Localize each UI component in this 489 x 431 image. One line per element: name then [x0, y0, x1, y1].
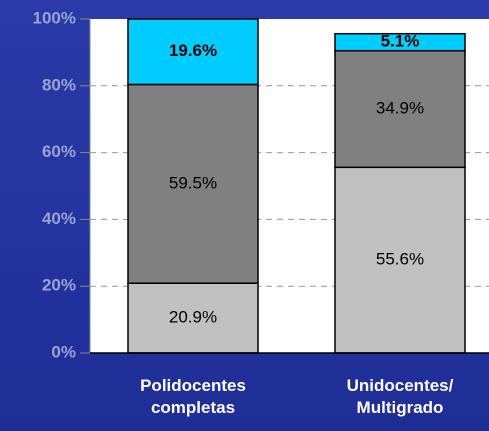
data-label: 20.9%: [169, 308, 217, 327]
y-tick-label: 100%: [33, 8, 76, 27]
data-label: 34.9%: [376, 98, 424, 117]
y-tick-label: 80%: [42, 75, 76, 94]
data-label: 19.6%: [169, 41, 217, 60]
data-label: 5.1%: [381, 32, 420, 51]
data-label: 55.6%: [376, 250, 424, 269]
x-tick-label: Polidocentes completas: [140, 376, 246, 417]
y-tick-label: 60%: [42, 142, 76, 161]
bar-segment: [127, 282, 259, 354]
x-tick-label: Unidocentes/ Multigrado: [346, 376, 454, 417]
data-label: 59.5%: [169, 173, 217, 192]
bar-segment: [127, 83, 259, 284]
bar-segment: [334, 49, 466, 169]
bar-segment: [127, 18, 259, 86]
y-tick-label: 40%: [42, 209, 76, 228]
y-tick-label: 0%: [51, 342, 76, 361]
y-tick-label: 20%: [42, 276, 76, 295]
bar-segment: [334, 166, 466, 354]
bar-segment: [334, 32, 466, 52]
